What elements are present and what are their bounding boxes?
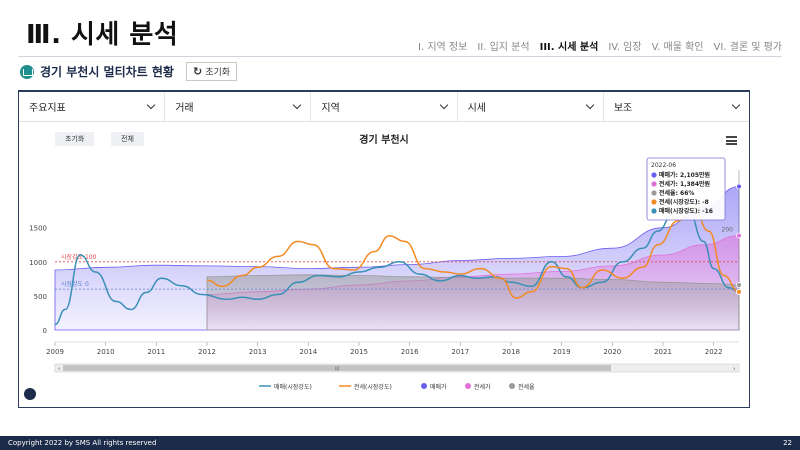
legend-label: 매매(시장강도) [274,383,312,391]
x-tick-label: 2014 [299,348,317,356]
filter-label: 거래 [175,103,194,114]
chart-reset-button[interactable]: 초기화 [55,132,95,146]
filter-label: 지역 [321,103,340,114]
tooltip-row: 전세가: 1,384만원 [659,180,710,188]
legend-marker [509,383,515,389]
tooltip-marker [651,190,657,196]
tooltip-row: 매매(시장강도): -16 [659,207,713,215]
legend-marker [421,383,427,389]
x-tick-label: 2009 [46,348,64,356]
x-tick-label: 2015 [350,348,368,356]
tooltip-marker [651,181,657,187]
chevron-down-icon [293,100,302,110]
footer: Copyright 2022 by SMS All rights reserve… [0,436,800,450]
page-title: Ⅲ. 시세 분석 [26,20,179,50]
copyright-text: Copyright 2022 by SMS All rights reserve… [8,439,157,447]
end-value-label: 200 [722,227,734,234]
reset-button-label: 초기화 [205,68,231,78]
scrollbar-grip: III [335,367,339,373]
nav-item-1[interactable]: I. 지역 정보 [418,42,468,53]
legend-marker [465,383,471,389]
reset-button[interactable]: ↻ 초기화 [185,62,238,81]
line-series-2 [206,206,740,299]
hover-point [736,232,742,239]
x-tick-label: 2017 [451,348,469,356]
chart-all-button[interactable]: 전체 [111,132,144,146]
hover-point [736,183,742,190]
legend-label: 매매가 [430,383,447,391]
area-series-3 [206,274,740,331]
filter-bar: 주요지표 거래 지역 시세 보조 [19,92,749,122]
tooltip-marker [651,199,657,205]
nav-item-3[interactable]: III. 시세 분석 [539,42,599,53]
chart-panel: 주요지표 거래 지역 시세 보조 초기화 전체 경기 부천시 0 500 1000 1… [18,90,750,408]
legend-label: 전세가 [474,383,491,391]
header-divider [18,56,782,57]
tooltip-date: 2022-06 [651,162,676,169]
tooltip-row: 전세(시장강도): -8 [659,198,709,206]
section-nav: I. 지역 정보 II. 입지 분석 III. 시세 분석 IV. 임장 V. 매물 확… [418,38,782,53]
tooltip-marker [651,208,657,214]
tooltip-row: 매매가: 2,105만원 [659,171,710,179]
filter-region[interactable]: 지역 [311,92,458,121]
home-icon [20,64,34,79]
refresh-icon: ↻ [192,65,203,78]
scroll-left-arrow: ‹ [58,366,60,373]
chevron-down-icon [146,100,156,110]
tooltip-marker [651,172,657,178]
legend-label: 전세(시장강도) [354,383,392,391]
subheader: 경기 부천시 멀티차트 현황 ↻ 초기화 [20,62,238,81]
nav-item-4[interactable]: IV. 임장 [608,42,642,53]
tooltip-box [646,157,726,221]
chart-title: 경기 부천시 [359,135,409,146]
nav-item-6[interactable]: VI. 결론 및 평가 [713,42,782,53]
x-tick-label: 2022 [705,348,723,356]
page-number: 22 [783,439,792,447]
filter-main-indicators[interactable]: 주요지표 [19,92,166,121]
y-tick-label: 1000 [29,259,47,267]
x-tick-label: 2019 [553,348,571,356]
chevron-down-icon [731,100,741,110]
chart-area: 초기화 전체 경기 부천시 0 500 1000 1500 2009 2010 2011 20… [19,122,749,408]
x-tick-label: 2011 [147,348,165,356]
filter-price[interactable]: 시세 [458,92,604,121]
reference-line-label: 시장강도 0 [61,280,89,288]
hover-point [736,288,742,295]
chevron-down-icon [585,100,595,110]
nav-item-2[interactable]: II. 입지 분석 [477,42,530,53]
filter-label: 보조 [613,103,633,114]
chart-svg: 0 500 1000 1500 2009 2010 2011 2012 2013 2014 2015… [29,157,742,391]
tooltip-row: 전세율: 66% [659,189,694,197]
x-tick-label: 2021 [654,348,672,356]
scroll-right-arrow: › [733,366,735,373]
legend-label: 전세율 [518,383,535,391]
y-tick-label: 1500 [29,225,47,233]
filter-label: 시세 [467,103,487,114]
x-tick-label: 2018 [502,348,520,356]
x-tick-label: 2010 [97,348,115,356]
filter-label: 주요지표 [29,103,66,114]
y-tick-label: 500 [34,293,47,301]
hover-point [736,282,742,288]
chevron-down-icon [439,100,448,110]
x-tick-label: 2016 [401,348,419,356]
scrollbar-thumb [63,365,611,371]
x-tick-label: 2012 [198,348,216,356]
filter-auxiliary[interactable]: 보조 [604,92,749,121]
menu-icon[interactable] [726,136,737,145]
x-tick-label: 2013 [249,348,267,356]
x-tick-label: 2020 [603,348,621,356]
nav-item-5[interactable]: V. 매물 확인 [651,42,704,53]
logo-icon [24,388,36,400]
section-title: 경기 부천시 멀티차트 현황 [40,65,174,79]
y-tick-label: 0 [43,327,47,335]
filter-transactions[interactable]: 거래 [165,92,312,121]
line-series-1 [54,209,740,326]
